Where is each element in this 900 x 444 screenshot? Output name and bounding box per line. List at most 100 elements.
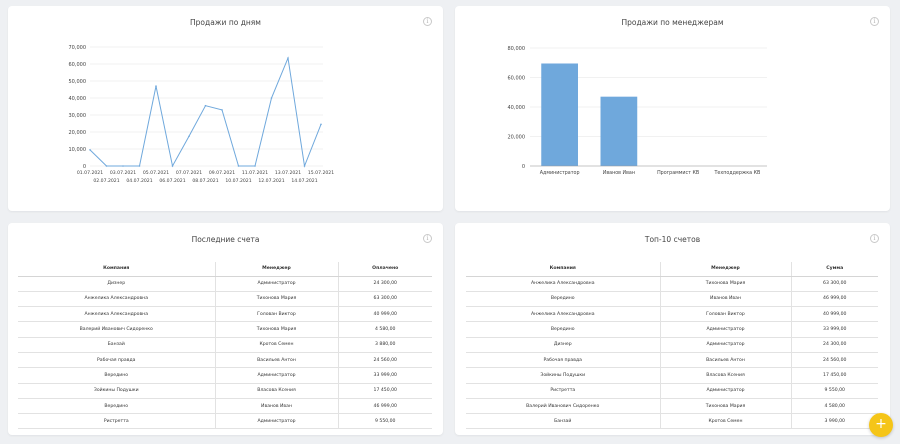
column-header-manager[interactable]: Менеджер: [659, 262, 792, 277]
cell-company: Вередино: [466, 291, 660, 308]
column-header-paid[interactable]: Оплачено: [338, 262, 432, 277]
table-row[interactable]: Ристретта Администратор 9 550,00: [18, 413, 432, 430]
table-row[interactable]: Банзай Кротов Семен 3 990,00: [466, 413, 878, 430]
table-row[interactable]: Анжелика Александровна Тихонова Мария 63 3…: [466, 276, 878, 292]
info-icon[interactable]: i: [870, 234, 879, 243]
cell-amount: 40 999,00: [791, 306, 878, 323]
top-invoices-title: Топ-10 счетов: [644, 235, 701, 244]
data-point[interactable]: [138, 165, 141, 167]
cell-company: Валерий Иванович Сидоренко: [18, 321, 215, 338]
bar[interactable]: [600, 96, 638, 166]
table-header-row: Компания Менеджер Сумма: [466, 262, 878, 277]
data-point[interactable]: [204, 104, 207, 107]
cell-manager: Васильев Антон: [214, 352, 339, 369]
info-icon[interactable]: i: [423, 234, 432, 243]
table-row[interactable]: Валерий Иванович Сидоренко Тихонова Мария…: [18, 321, 432, 338]
manager-sales-title: Продажи по менеджерам: [621, 18, 724, 27]
cell-amount: 33 999,00: [338, 367, 432, 384]
column-header-company[interactable]: Компания: [466, 262, 660, 277]
x-tick-label: Иванов Иван: [603, 170, 635, 176]
table-row[interactable]: Дизнер Администратор 24 300,00: [18, 276, 432, 292]
cell-amount: 24 560,00: [338, 352, 432, 369]
data-point[interactable]: [221, 109, 223, 111]
cell-company: Вередино: [18, 367, 215, 384]
table-row[interactable]: Рабочая правда Васильев Антон 24 560,00: [18, 352, 432, 369]
series-line: [89, 56, 322, 168]
cell-manager: Администратор: [659, 383, 792, 399]
column-header-manager[interactable]: Менеджер: [214, 262, 339, 277]
x-tick-label: 11.07.2021: [242, 170, 268, 176]
cell-company: Вередино: [18, 398, 215, 415]
table-row[interactable]: Валерий Иванович Сидоренко Тихонова Мария…: [466, 398, 878, 415]
cell-company: Рабочая правда: [466, 352, 660, 369]
table-row[interactable]: Вередино Администратор 33 999,00: [466, 321, 878, 338]
table-row[interactable]: Зойкины Подушки Власова Ксения 17 450,00: [466, 367, 878, 384]
cell-manager: Кротов Семен: [214, 337, 339, 353]
table-row[interactable]: Вередино Администратор 33 999,00: [18, 367, 432, 384]
table-row[interactable]: Анжелика Александровна Голован Виктор 40 9…: [18, 306, 432, 323]
cell-amount: 24 560,00: [791, 352, 878, 369]
x-tick-label: 01.07.2021: [77, 170, 103, 176]
y-tick-label: 0: [522, 164, 525, 170]
cell-company: Анжелика Александровна: [466, 306, 660, 323]
table-row[interactable]: Анжелика Александровна Тихонова Мария 63 3…: [18, 291, 432, 308]
cell-amount: 40 999,00: [338, 306, 432, 323]
table-row[interactable]: Вередино Иванов Иван 46 999,00: [18, 398, 432, 415]
latest-invoices-title: Последние счета: [191, 235, 260, 244]
cell-manager: Голован Виктор: [659, 306, 792, 323]
table-row[interactable]: Зойкины Подушки Власова Ксения 17 450,00: [18, 383, 432, 399]
data-point[interactable]: [122, 165, 124, 167]
data-point[interactable]: [171, 165, 174, 167]
column-header-company[interactable]: Компания: [18, 262, 215, 277]
data-point[interactable]: [320, 123, 322, 126]
cell-company: Банзай: [18, 337, 215, 353]
table-row[interactable]: Анжелика Александровна Голован Виктор 40 9…: [466, 306, 878, 323]
y-tick-label: 50,000: [69, 79, 87, 85]
data-point[interactable]: [254, 165, 256, 167]
top-invoices-table: Компания Менеджер Сумма Анжелика Алексан…: [466, 262, 878, 430]
table-row[interactable]: Банзай Кротов Семен 3 880,00: [18, 337, 432, 353]
cell-company: Анжелика Александровна: [18, 291, 215, 308]
info-icon[interactable]: i: [423, 17, 432, 26]
cell-manager: Администратор: [659, 321, 792, 338]
x-tick-label: 02.07.2021: [93, 178, 119, 184]
cell-company: Ристретта: [18, 413, 215, 430]
cell-amount: 24 300,00: [791, 337, 878, 353]
data-point[interactable]: [303, 165, 306, 167]
table-row[interactable]: Дизнер Администратор 24 300,00: [466, 337, 878, 353]
cell-manager: Тихонова Мария: [214, 291, 339, 308]
bar[interactable]: [541, 63, 578, 166]
daily-sales-title: Продажи по дням: [190, 18, 261, 27]
x-tick-label: Программист КВ: [657, 170, 699, 176]
data-point[interactable]: [188, 135, 190, 138]
table-row[interactable]: Рабочая правда Васильев Антон 24 560,00: [466, 352, 878, 369]
table-row[interactable]: Ристретта Администратор 9 550,00: [466, 383, 878, 399]
table-header-row: Компания Менеджер Оплачено: [18, 262, 432, 277]
cell-manager: Власова Ксения: [659, 367, 792, 384]
y-tick-label: 0: [83, 164, 86, 170]
cell-amount: 63 300,00: [791, 276, 878, 292]
cell-manager: Иванов Иван: [214, 398, 339, 415]
x-tick-label: 07.07.2021: [176, 170, 202, 176]
data-point[interactable]: [237, 165, 240, 167]
cell-manager: Кротов Семен: [659, 413, 792, 430]
info-icon[interactable]: i: [870, 17, 879, 26]
data-point[interactable]: [270, 97, 273, 99]
cell-amount: 9 550,00: [791, 383, 878, 399]
cell-amount: 17 450,00: [338, 383, 432, 399]
y-tick-label: 20,000: [69, 130, 87, 136]
y-tick-label: 20,000: [508, 134, 526, 140]
y-tick-label: 30,000: [69, 113, 87, 119]
data-point[interactable]: [105, 165, 108, 167]
column-header-sum[interactable]: Сумма: [791, 262, 878, 277]
data-point[interactable]: [89, 149, 91, 151]
cell-amount: 9 550,00: [338, 413, 432, 430]
data-point[interactable]: [287, 57, 289, 59]
y-tick-label: 70,000: [69, 45, 87, 51]
add-button[interactable]: +: [869, 413, 893, 437]
data-point[interactable]: [155, 85, 157, 87]
x-tick-label: Техподдержка КВ: [713, 170, 760, 176]
cell-manager: Васильев Антон: [659, 352, 792, 369]
x-tick-label: 09.07.2021: [209, 170, 235, 176]
table-row[interactable]: Вередино Иванов Иван 46 999,00: [466, 291, 878, 308]
